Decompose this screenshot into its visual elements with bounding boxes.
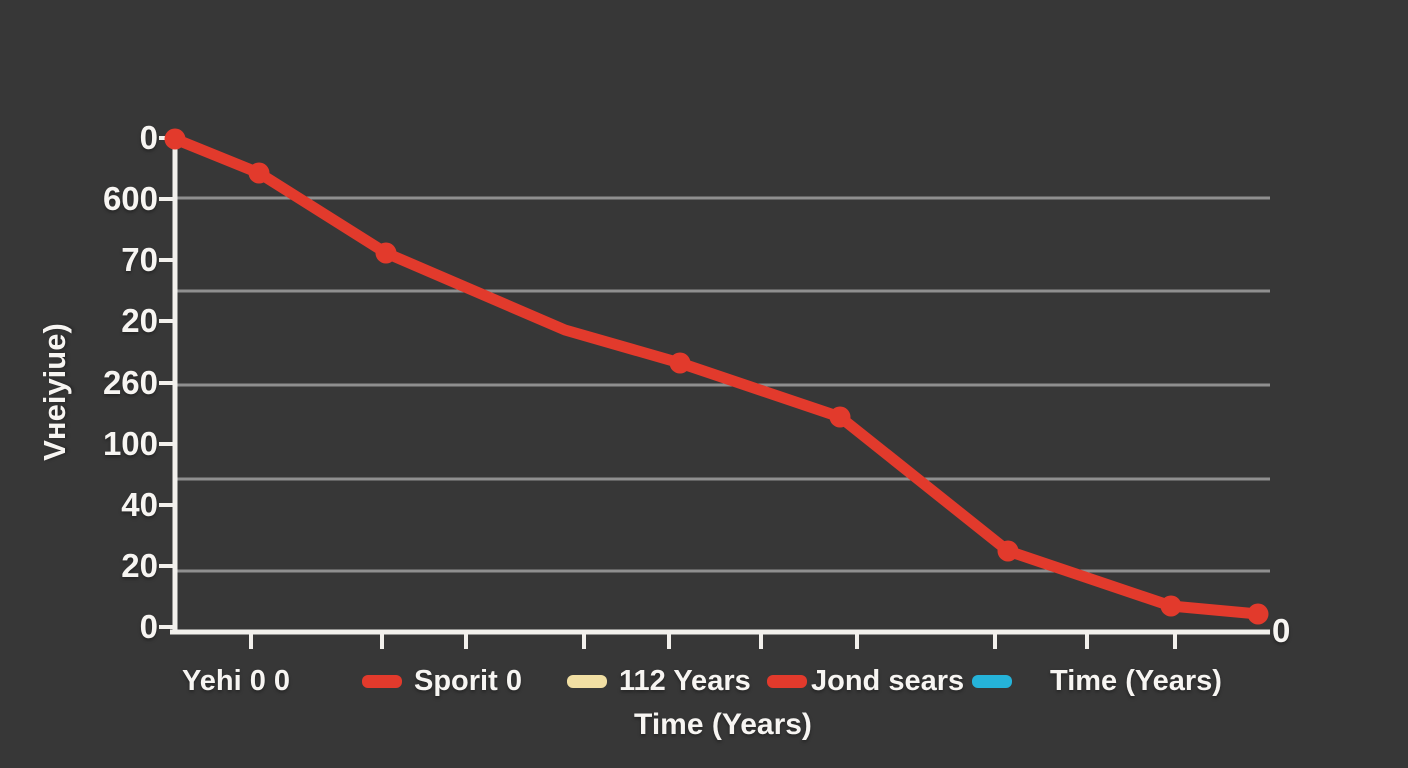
x-axis-title: Time (Years) [634, 708, 812, 741]
y-tick-label: 260 [102, 364, 158, 401]
legend-swatch-cyan-icon [972, 674, 1012, 688]
y-axis-title: Vнеiуiue) [37, 323, 72, 461]
y-tick-label: 40 [121, 486, 158, 523]
y-tick-label: 70 [121, 241, 158, 278]
legend-swatch-red-icon [362, 674, 402, 688]
legend-label: Sporit 0 [414, 664, 522, 697]
legend-item-jond-sears[interactable]: Jond sears [767, 661, 964, 701]
data-point-marker [1247, 603, 1269, 625]
y-tick-label: 0 [139, 119, 158, 156]
data-point-marker [248, 162, 270, 184]
y-tick-label: 0 [139, 608, 158, 645]
legend-swatch-tan-icon [567, 674, 607, 688]
legend-swatch-red-icon [767, 674, 807, 688]
y-tick-label: 20 [121, 547, 158, 584]
legend-item-time-years[interactable]: Time (Years) [972, 661, 1222, 701]
data-point-marker [669, 352, 691, 374]
legend-label: Time (Years) [1050, 664, 1222, 697]
data-point-marker [164, 128, 186, 150]
series-line [169, 133, 1264, 620]
y-tick-label: 600 [102, 180, 158, 217]
data-point-marker [375, 242, 397, 264]
legend-label: Yehi 0 0 [182, 664, 291, 697]
legend-label: 112 Years [619, 664, 751, 697]
data-point-marker [829, 406, 851, 428]
y-tick-label: 20 [121, 302, 158, 339]
data-point-marker [1160, 595, 1182, 617]
x-axis-end-tick-label: 0 [1272, 612, 1291, 649]
legend-item-yehi[interactable]: Yehi 0 0 [182, 661, 290, 701]
legend-item-112-years[interactable]: 112 Years [567, 661, 751, 701]
y-tick-label: 100 [102, 425, 158, 462]
data-point-marker [997, 540, 1019, 562]
chart-legend: Yehi 0 0 Sporit 0 112 Years Jond sears T… [0, 661, 1408, 701]
legend-item-sporit[interactable]: Sporit 0 [362, 661, 522, 701]
legend-label: Jond sears [811, 664, 965, 697]
